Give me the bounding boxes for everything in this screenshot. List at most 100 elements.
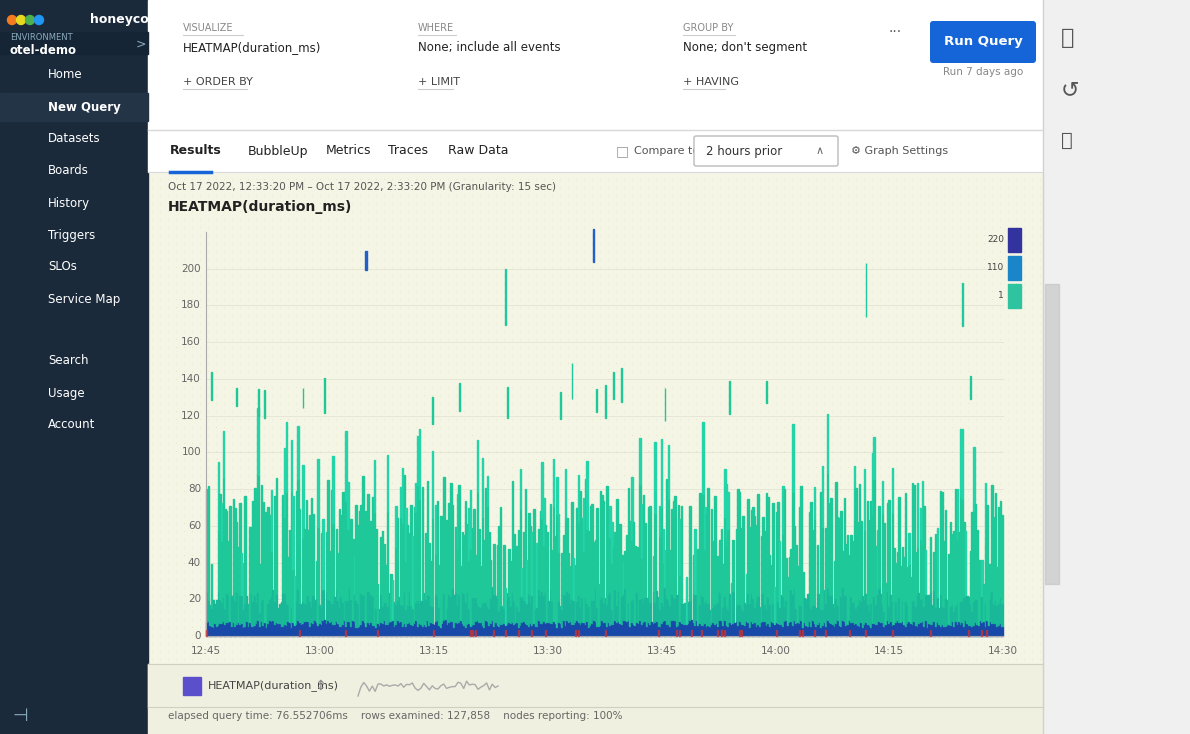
Bar [286,600,287,625]
Bar [224,608,226,624]
Bar [209,606,211,625]
Bar [609,537,610,592]
Bar [866,501,869,604]
Bar [453,595,455,627]
Bar [823,622,825,636]
Bar [995,600,996,623]
Bar [420,601,421,623]
Bar [828,595,831,622]
Circle shape [35,15,44,24]
Bar [763,517,764,592]
Bar [263,599,264,625]
Bar [425,599,427,626]
Bar [659,537,660,609]
Bar [732,539,734,592]
Bar [558,553,559,601]
Bar [747,593,749,622]
Bar [503,608,505,623]
Bar [480,566,482,608]
Bar [221,503,223,541]
Bar [774,623,776,636]
Bar [377,623,378,636]
Bar [446,624,449,636]
Bar [996,567,998,605]
Text: ⊣: ⊣ [12,707,27,725]
Bar [458,594,459,622]
Bar [739,603,740,621]
Bar [256,623,257,636]
Bar [718,603,719,626]
Bar [890,595,891,622]
Bar [471,597,474,625]
Bar [752,507,753,598]
Bar [915,606,916,625]
Bar [437,619,438,636]
Circle shape [7,15,17,24]
Bar [463,625,465,636]
Bar [652,623,654,636]
Bar [240,553,243,595]
Bar [875,624,877,636]
Bar [226,622,227,636]
Bar [381,537,382,594]
Bar [995,623,996,636]
Bar [709,610,710,626]
Bar [919,623,920,636]
Bar [407,525,408,605]
Bar [834,562,835,607]
Bar [558,514,559,553]
Bar [681,603,682,623]
Bar [873,479,875,596]
Bar [865,622,866,636]
Text: + HAVING: + HAVING [683,77,739,87]
Bar [349,621,350,636]
Bar [218,530,219,592]
Bar [315,599,317,622]
Bar [839,518,840,625]
Bar [475,556,476,597]
Bar [276,595,277,622]
Bar [538,529,539,589]
Bar [597,584,600,626]
Bar [958,621,959,636]
Bar [970,603,971,625]
Bar [798,605,800,622]
Bar [681,623,682,636]
Bar [257,592,259,619]
Bar [382,622,383,636]
Bar [704,623,706,636]
Bar [612,522,613,564]
Bar [794,526,795,588]
Bar [798,507,800,605]
Bar [530,603,531,623]
Bar [483,540,484,602]
Bar [571,502,572,599]
Bar [515,550,516,622]
Bar [969,625,970,636]
Bar [226,593,227,622]
Bar [370,520,371,595]
Bar [337,623,339,636]
Bar [822,527,823,609]
Bar [331,621,332,636]
Bar [236,523,237,592]
Bar [793,493,794,594]
Bar [782,534,784,597]
Bar [332,456,333,523]
Bar [616,499,618,605]
Bar [566,518,568,591]
Bar [1008,256,1021,280]
Bar [818,624,819,636]
Bar [226,511,227,593]
Bar [912,600,913,624]
Bar [738,625,739,636]
Bar [339,626,340,636]
Bar [933,621,934,636]
Text: 120: 120 [181,410,201,421]
Bar [864,469,865,531]
Bar [973,447,975,511]
Bar [844,621,845,636]
Bar [415,512,416,603]
Bar [450,596,451,622]
Bar [625,588,626,620]
